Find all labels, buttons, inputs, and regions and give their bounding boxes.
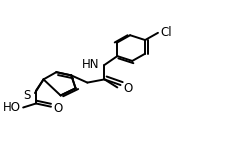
Text: HO: HO (3, 101, 21, 114)
Text: HN: HN (82, 58, 99, 71)
Text: O: O (124, 82, 133, 95)
Text: Cl: Cl (160, 26, 172, 39)
Text: O: O (53, 102, 62, 115)
Text: S: S (23, 89, 30, 102)
